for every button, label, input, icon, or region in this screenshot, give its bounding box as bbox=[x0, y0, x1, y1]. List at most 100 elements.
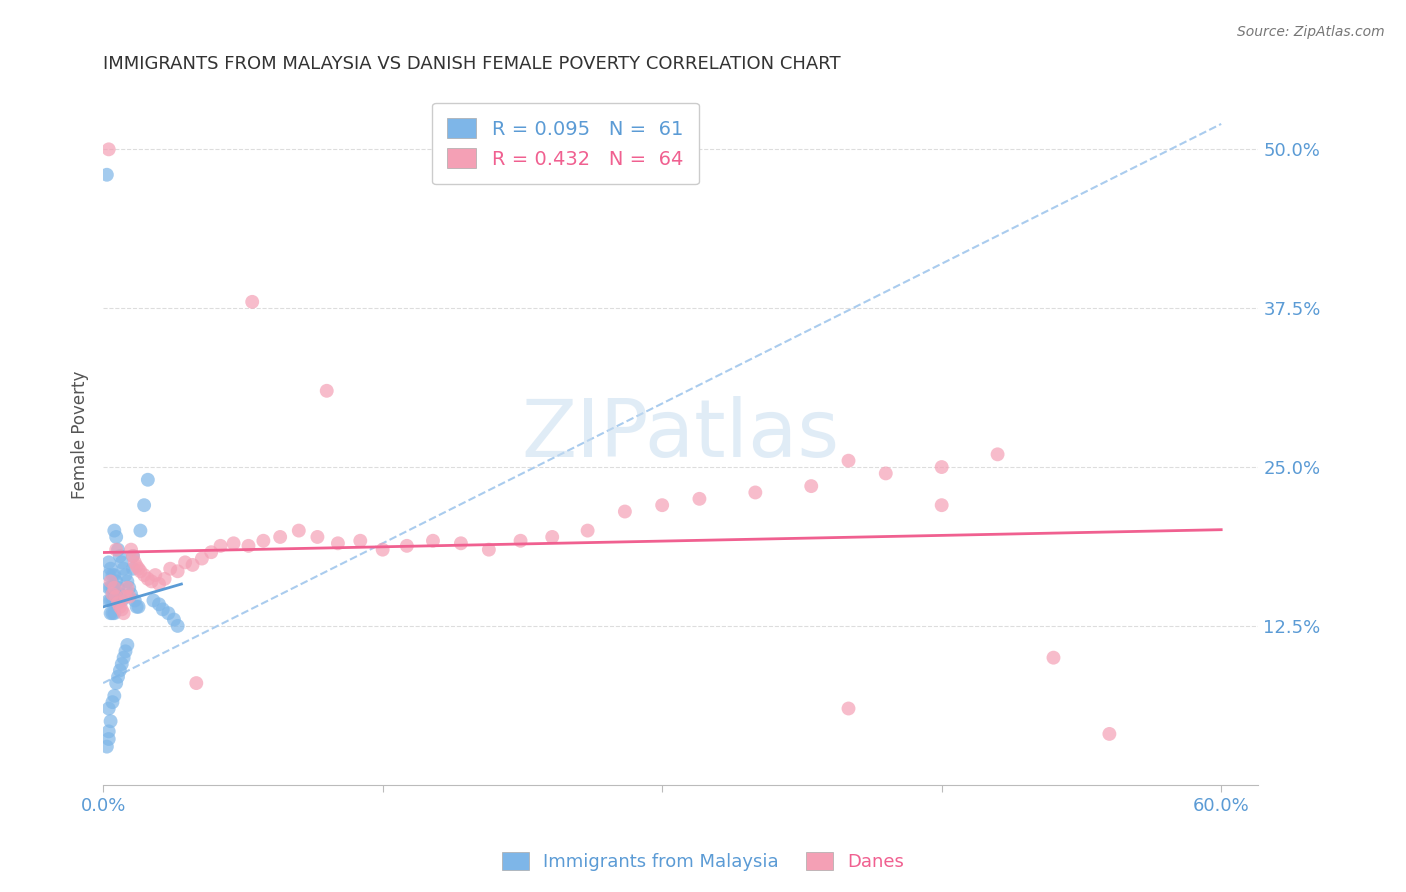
Point bbox=[307, 530, 329, 544]
Point bbox=[576, 524, 599, 538]
Point bbox=[125, 559, 148, 574]
Point bbox=[159, 562, 181, 576]
Point bbox=[101, 606, 124, 620]
Point bbox=[315, 384, 337, 398]
Point bbox=[541, 530, 564, 544]
Point bbox=[97, 724, 120, 739]
Point bbox=[108, 599, 131, 614]
Point bbox=[209, 539, 232, 553]
Point bbox=[111, 602, 134, 616]
Point bbox=[101, 568, 124, 582]
Legend: Immigrants from Malaysia, Danes: Immigrants from Malaysia, Danes bbox=[495, 845, 911, 879]
Point bbox=[157, 606, 180, 620]
Point bbox=[97, 555, 120, 569]
Point bbox=[371, 542, 394, 557]
Point bbox=[744, 485, 766, 500]
Y-axis label: Female Poverty: Female Poverty bbox=[72, 371, 89, 500]
Point bbox=[111, 657, 134, 671]
Point bbox=[105, 590, 128, 604]
Point bbox=[101, 587, 124, 601]
Point bbox=[174, 555, 197, 569]
Point bbox=[129, 564, 152, 578]
Point bbox=[141, 574, 163, 589]
Point bbox=[105, 542, 128, 557]
Point bbox=[152, 602, 174, 616]
Point bbox=[107, 596, 129, 610]
Point bbox=[148, 577, 170, 591]
Point bbox=[166, 564, 188, 578]
Point bbox=[105, 590, 128, 604]
Point bbox=[128, 599, 150, 614]
Point bbox=[107, 542, 129, 557]
Point bbox=[191, 551, 214, 566]
Text: Source: ZipAtlas.com: Source: ZipAtlas.com bbox=[1237, 25, 1385, 39]
Point bbox=[112, 650, 135, 665]
Point bbox=[103, 689, 125, 703]
Point bbox=[114, 644, 136, 658]
Point bbox=[252, 533, 274, 548]
Point bbox=[931, 498, 953, 512]
Point bbox=[125, 599, 148, 614]
Point bbox=[129, 524, 152, 538]
Point bbox=[120, 587, 142, 601]
Point bbox=[112, 562, 135, 576]
Point bbox=[288, 524, 311, 538]
Point bbox=[613, 504, 636, 518]
Point bbox=[105, 574, 128, 589]
Point bbox=[117, 581, 139, 595]
Point bbox=[96, 739, 118, 754]
Point bbox=[107, 596, 129, 610]
Point bbox=[181, 558, 204, 572]
Point bbox=[422, 533, 444, 548]
Point bbox=[114, 590, 136, 604]
Point bbox=[103, 524, 125, 538]
Point bbox=[478, 542, 501, 557]
Point bbox=[112, 606, 135, 620]
Point bbox=[100, 606, 122, 620]
Point bbox=[240, 294, 263, 309]
Point bbox=[450, 536, 472, 550]
Point bbox=[269, 530, 291, 544]
Point bbox=[136, 473, 159, 487]
Point bbox=[107, 670, 129, 684]
Point bbox=[200, 545, 222, 559]
Point bbox=[101, 581, 124, 595]
Point bbox=[117, 574, 139, 589]
Point bbox=[118, 590, 141, 604]
Point bbox=[108, 664, 131, 678]
Point bbox=[163, 613, 186, 627]
Point bbox=[395, 539, 418, 553]
Point bbox=[837, 701, 859, 715]
Point bbox=[111, 555, 134, 569]
Point bbox=[97, 568, 120, 582]
Point bbox=[651, 498, 673, 512]
Point bbox=[100, 574, 122, 589]
Point bbox=[222, 536, 245, 550]
Point bbox=[688, 491, 710, 506]
Point bbox=[153, 572, 176, 586]
Point bbox=[100, 562, 122, 576]
Point bbox=[128, 562, 150, 576]
Point bbox=[238, 539, 260, 553]
Point bbox=[118, 581, 141, 595]
Point bbox=[97, 581, 120, 595]
Point bbox=[134, 568, 156, 582]
Point bbox=[326, 536, 349, 550]
Point bbox=[931, 460, 953, 475]
Point bbox=[120, 542, 142, 557]
Text: IMMIGRANTS FROM MALAYSIA VS DANISH FEMALE POVERTY CORRELATION CHART: IMMIGRANTS FROM MALAYSIA VS DANISH FEMAL… bbox=[103, 55, 841, 73]
Point bbox=[148, 597, 170, 611]
Point bbox=[101, 695, 124, 709]
Point bbox=[108, 587, 131, 601]
Point bbox=[117, 638, 139, 652]
Point bbox=[108, 549, 131, 563]
Point bbox=[124, 593, 146, 607]
Point bbox=[96, 168, 118, 182]
Point bbox=[100, 581, 122, 595]
Point bbox=[987, 447, 1010, 461]
Point bbox=[97, 701, 120, 715]
Point bbox=[509, 533, 531, 548]
Point bbox=[107, 581, 129, 595]
Point bbox=[122, 549, 145, 563]
Point bbox=[103, 568, 125, 582]
